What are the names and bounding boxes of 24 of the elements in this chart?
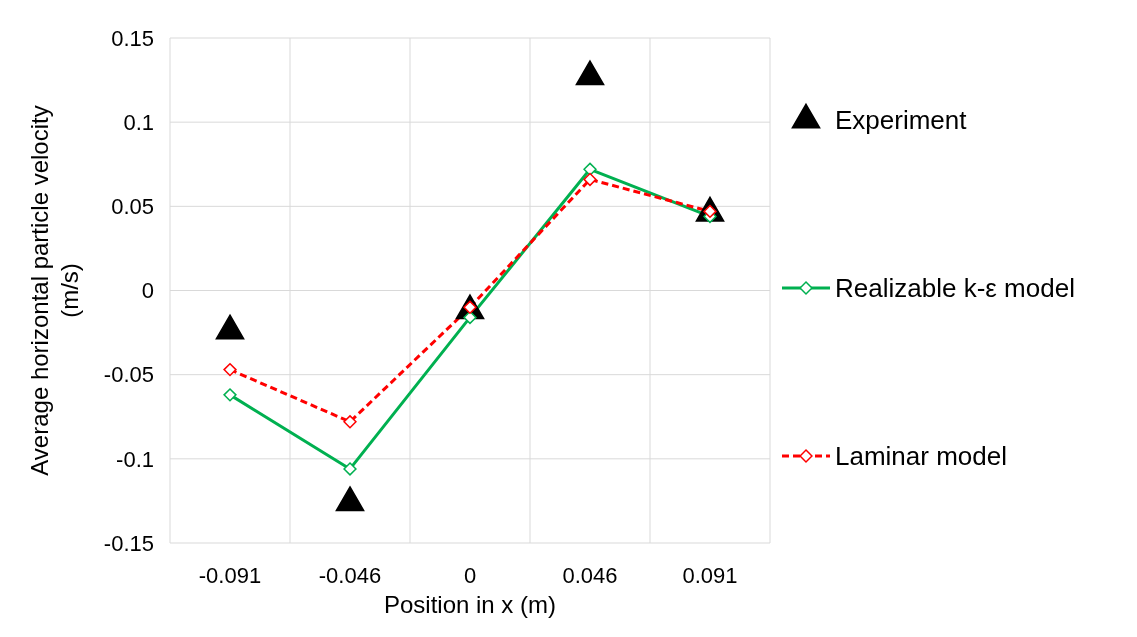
legend-label: Experiment (835, 105, 968, 136)
point (463, 310, 477, 325)
legend-label: Laminar model (835, 441, 1007, 472)
point (343, 415, 357, 429)
x-tick-label: 0.091 (682, 562, 738, 588)
point (223, 362, 237, 377)
y-tick-label: 0.15 (111, 25, 154, 51)
x-tick-label: 0 (463, 562, 477, 588)
y-tick-label: 0.05 (111, 194, 154, 220)
y-tick-label: -0.05 (103, 362, 154, 388)
point (343, 462, 357, 476)
x-tick-label: -0.046 (318, 562, 382, 588)
y-axis-title: Average horizontal particle velocity (m/s) (26, 105, 83, 476)
point (583, 172, 597, 187)
y-tick-label: -0.1 (116, 446, 154, 472)
point (223, 388, 237, 402)
x-tick-label: -0.091 (198, 562, 262, 588)
y-tick-label: 0 (141, 278, 154, 304)
legend-label: Realizable k-ε model (835, 273, 1075, 304)
y-tick-label: -0.15 (103, 530, 154, 556)
x-tick-label: 0.046 (562, 562, 618, 588)
point (583, 162, 597, 176)
x-axis-title: Position in x (m) (383, 591, 557, 618)
y-tick-label: 0.1 (123, 109, 154, 135)
